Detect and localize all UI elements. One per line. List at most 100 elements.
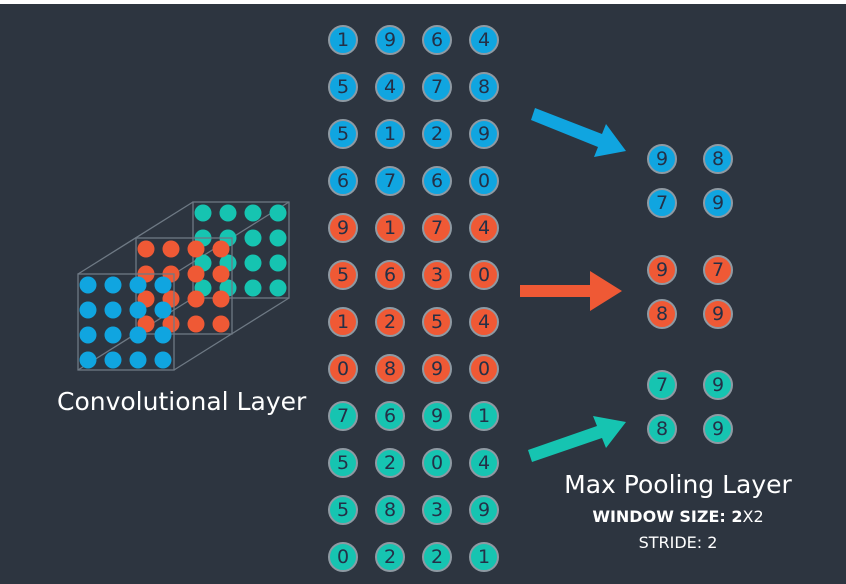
window-size-label: WINDOW SIZE: 2X2 [538,507,818,526]
matrix-cell: 6 [375,401,405,431]
layer-frame [77,273,175,371]
matrix-cell: 2 [375,542,405,572]
pooled-cell: 9 [647,144,677,174]
max-pooling-layer-label: Max Pooling Layer [564,470,792,499]
window-size-rest: X2 [742,507,764,526]
stride-label: STRIDE: 2 [638,533,718,552]
layer-dot [212,290,230,308]
layer-dot [129,326,147,344]
layer-dot [154,301,172,319]
matrix-cell: 5 [328,495,358,525]
layer-dot [187,265,205,283]
matrix-cell: 2 [422,119,452,149]
layer-dot [244,204,262,222]
layer-dot [79,351,97,369]
matrix-cell: 1 [469,542,499,572]
matrix-cell: 5 [422,307,452,337]
layer-dot [269,204,287,222]
matrix-cell: 1 [328,307,358,337]
matrix-cell: 8 [375,354,405,384]
layer-dot [79,301,97,319]
matrix-cell: 1 [375,119,405,149]
matrix-cell: 5 [328,72,358,102]
matrix-cell: 7 [422,213,452,243]
layer-dot [187,315,205,333]
matrix-cell: 7 [375,166,405,196]
matrix-cell: 9 [422,354,452,384]
layer-dot [212,315,230,333]
matrix-cell: 1 [375,213,405,243]
pooled-cell: 9 [703,370,733,400]
arrow-blue [531,108,626,157]
matrix-cell: 2 [422,542,452,572]
layer-dot [162,240,180,258]
matrix-cell: 8 [375,495,405,525]
diagram-graphics [77,108,626,462]
layer-dot [129,276,147,294]
matrix-cell: 6 [422,25,452,55]
convolutional-layer-cube [77,201,290,371]
layer-dot [269,279,287,297]
matrix-cell: 1 [469,401,499,431]
layer-dot [104,301,122,319]
layer-dot [154,351,172,369]
matrix-cell: 0 [328,354,358,384]
layer-dot [244,254,262,272]
layer-dot [104,326,122,344]
pooled-cell: 8 [703,144,733,174]
matrix-cell: 4 [469,307,499,337]
pooled-cell: 8 [647,299,677,329]
matrix-cell: 5 [328,448,358,478]
matrix-cell: 9 [469,119,499,149]
matrix-cell: 6 [422,166,452,196]
matrix-cell: 4 [469,213,499,243]
matrix-cell: 0 [469,354,499,384]
matrix-cell: 5 [328,119,358,149]
matrix-cell: 0 [469,260,499,290]
matrix-cell: 0 [422,448,452,478]
matrix-cell: 8 [469,72,499,102]
matrix-cell: 9 [375,25,405,55]
layer-dot [244,279,262,297]
layer-dot [79,326,97,344]
matrix-cell: 4 [469,25,499,55]
layer-dot [194,204,212,222]
matrix-cell: 9 [422,401,452,431]
layer-dot [137,240,155,258]
matrix-cell: 2 [375,448,405,478]
matrix-cell: 6 [328,166,358,196]
matrix-cell: 1 [328,25,358,55]
arrows [520,108,626,462]
layer-dot [244,229,262,247]
matrix-cell: 0 [469,166,499,196]
layer-dot [269,229,287,247]
pooled-cell: 8 [647,414,677,444]
matrix-cell: 9 [469,495,499,525]
layer-dot [212,265,230,283]
pooled-cell: 7 [647,188,677,218]
layer-dot [154,326,172,344]
layer-dot [187,290,205,308]
arrow-red [520,271,622,311]
matrix-cell: 4 [469,448,499,478]
matrix-cell: 0 [328,542,358,572]
layer-dot [187,240,205,258]
window-size-number: 2 [731,507,743,526]
window-size-key: WINDOW SIZE: [592,507,732,526]
matrix-cell: 7 [422,72,452,102]
pooled-cell: 9 [703,299,733,329]
convolutional-layer-label: Convolutional Layer [57,387,307,416]
layer-dot [212,240,230,258]
matrix-cell: 2 [375,307,405,337]
pooled-cell: 9 [647,255,677,285]
matrix-cell: 3 [422,260,452,290]
layer-dot [104,276,122,294]
pooled-cell: 7 [703,255,733,285]
layer-dot [129,301,147,319]
matrix-cell: 5 [328,260,358,290]
matrix-cell: 9 [328,213,358,243]
layer-dot [104,351,122,369]
pooled-cell: 9 [703,188,733,218]
layer-dot [129,351,147,369]
